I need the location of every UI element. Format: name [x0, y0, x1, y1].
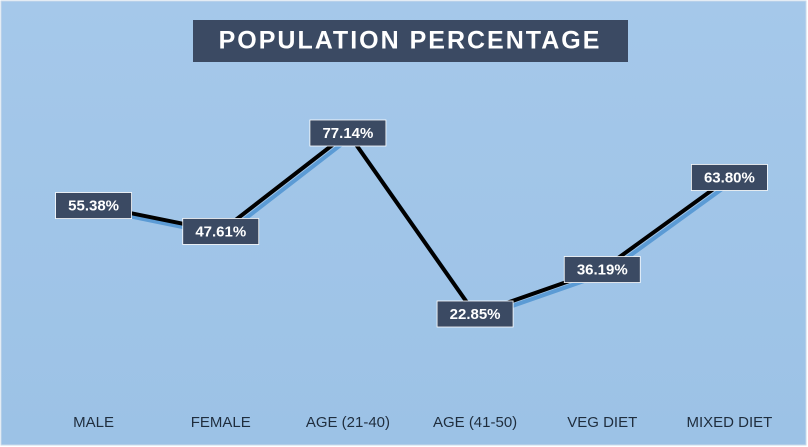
- value-label-box: [55, 192, 132, 219]
- x-tick-label: FEMALE: [191, 414, 251, 431]
- value-label: 77.14%: [322, 125, 373, 142]
- plot: 55.38% 47.61% 77.14% 22.85% 36.19% 63.80% MALE…: [55, 119, 772, 431]
- x-tick-label: AGE (21-40): [306, 414, 390, 431]
- x-tick-label: MALE: [73, 414, 114, 431]
- x-tick-label: AGE (41-50): [433, 414, 517, 431]
- x-tick-label: VEG DIET: [567, 414, 637, 431]
- value-label: 22.85%: [450, 306, 501, 323]
- value-label-box: [182, 218, 260, 245]
- title-box: [193, 20, 628, 62]
- value-label: 47.61%: [195, 223, 246, 240]
- value-label-box: [691, 164, 768, 191]
- value-label: 55.38%: [68, 198, 119, 215]
- value-label-box: [309, 119, 387, 147]
- value-label-box: [436, 300, 514, 328]
- chart-title: POPULATION PERCENTAGE: [219, 27, 602, 55]
- value-label: 36.19%: [577, 261, 628, 278]
- value-label: 63.80%: [704, 169, 755, 186]
- value-label-box: [563, 256, 641, 283]
- x-tick-label: MIXED DIET: [686, 414, 772, 431]
